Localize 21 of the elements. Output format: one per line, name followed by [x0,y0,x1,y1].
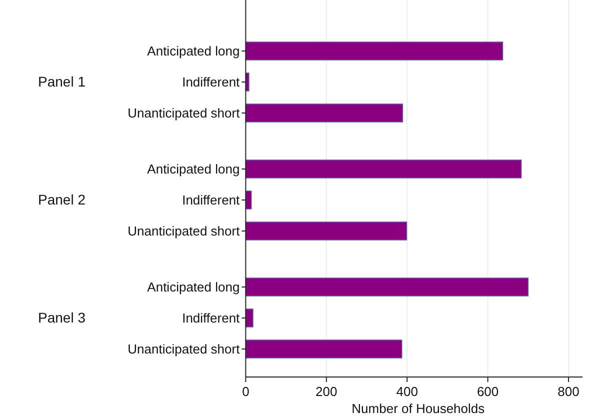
y-tick-label: Indifferent [182,192,240,208]
x-tick-label: 400 [396,384,418,399]
y-tick-label: Unanticipated short [128,224,240,238]
x-tick-label: 0 [242,384,250,399]
bar [245,308,254,328]
text: Panel 2 [38,192,86,208]
y-tick-label: Anticipated long [147,162,240,176]
y-tick-label: Anticipated long [147,280,240,294]
text: Panel 1 [38,74,86,90]
y-tick-label: Anticipated long [147,44,240,58]
x-axis-title: Number of Households [352,401,486,416]
x-tick-label: 600 [476,384,499,399]
bar [245,278,529,296]
x-tick-label: 200 [316,384,338,399]
text: Panel 3 [38,310,86,326]
y-tick-label: Unanticipated short [128,342,240,356]
y-tick-label: Indifferent [182,310,240,326]
bar [245,340,402,358]
y-tick-label: Indifferent [182,74,240,90]
y-tick-label: Unanticipated short [128,106,240,120]
x-tick-label: 800 [558,384,580,399]
